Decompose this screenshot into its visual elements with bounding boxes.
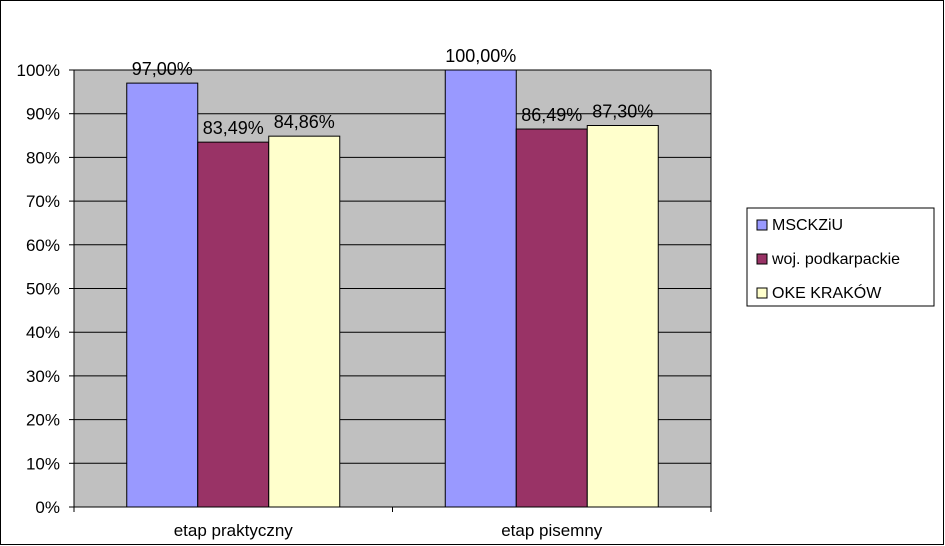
data-label: 86,49% (521, 105, 582, 125)
y-tick-label: 100% (17, 61, 60, 80)
legend-entry: woj. podkarpackie (771, 251, 900, 268)
legend-swatch (756, 253, 768, 265)
bar-2-1 (197, 141, 270, 508)
data-labels: 97,00% 83,49% 84,86% 100,00% 86,49% 87,30% (132, 46, 654, 138)
data-label: 83,49% (203, 118, 264, 138)
y-tick-label: 70% (26, 192, 60, 211)
bar-1-1 (126, 82, 199, 508)
x-category-labels: etap praktyczny etap pisemny (174, 521, 603, 540)
data-label: 100,00% (445, 46, 516, 66)
bar-3-1 (268, 135, 341, 508)
legend-entry: MSCKZiU (772, 217, 843, 234)
bar-2-2 (515, 128, 588, 508)
legend-swatch (756, 287, 768, 299)
y-tick-label: 20% (26, 411, 60, 430)
x-category-label: etap pisemny (501, 521, 603, 540)
y-tick-label: 50% (26, 280, 60, 299)
y-tick-label: 60% (26, 236, 60, 255)
bars (126, 69, 659, 508)
y-tick-label: 80% (26, 148, 60, 167)
y-tick-labels: 0% 10% 20% 30% 40% 50% 60% 70% 80% 90% 100% (17, 61, 60, 517)
y-tick-label: 10% (26, 454, 60, 473)
data-label: 97,00% (132, 59, 193, 79)
y-tick-label: 30% (26, 367, 60, 386)
axes (69, 69, 712, 512)
legend-box (746, 207, 935, 307)
legend-entry: OKE KRAKÓW (772, 283, 882, 302)
data-label: 87,30% (592, 101, 653, 121)
bar-3-2 (586, 124, 659, 508)
y-tick-label: 40% (26, 323, 60, 342)
legend-swatch (756, 219, 768, 231)
y-tick-label: 0% (35, 498, 60, 517)
x-category-label: etap praktyczny (174, 521, 294, 540)
data-label: 84,86% (274, 112, 335, 132)
bar-1-2 (444, 69, 517, 508)
legend: MSCKZiU woj. podkarpackie OKE KRAKÓW (746, 207, 935, 307)
y-tick-label: 90% (26, 105, 60, 124)
